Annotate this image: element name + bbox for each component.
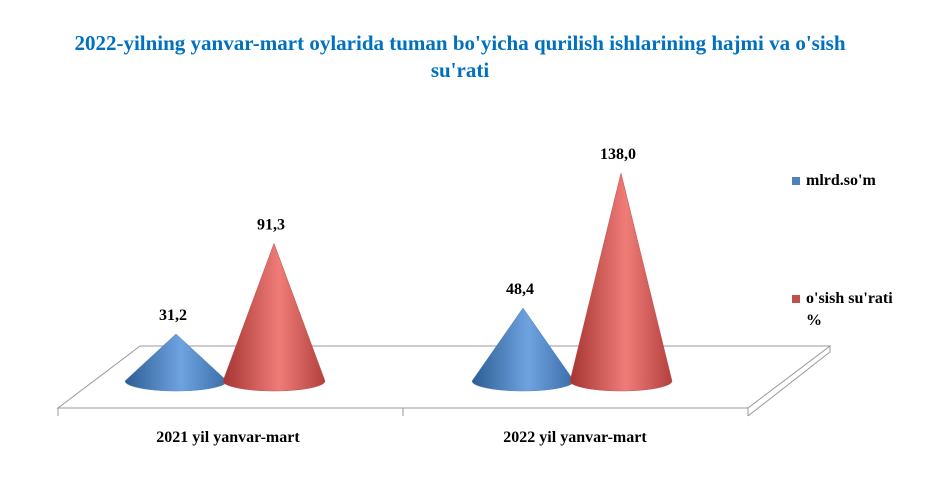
cone bbox=[222, 242, 326, 392]
legend-label: o'sish su'rati % bbox=[806, 290, 893, 329]
legend-label: mlrd.so'm bbox=[806, 172, 876, 189]
legend-swatch bbox=[792, 177, 800, 185]
cone bbox=[569, 172, 673, 392]
chart-title: 2022-yilning yanvar-mart oylarida tuman … bbox=[74, 31, 846, 82]
value-label: 31,2 bbox=[159, 307, 187, 324]
legend-swatch bbox=[792, 295, 800, 303]
value-label: 91,3 bbox=[257, 216, 285, 233]
x-tick-label: 2022 yil yanvar-mart bbox=[503, 429, 647, 446]
axis-edge bbox=[747, 351, 831, 417]
value-label: 48,4 bbox=[506, 281, 534, 298]
x-tick-label: 2021 yil yanvar-mart bbox=[156, 429, 300, 446]
value-label: 138,0 bbox=[600, 146, 636, 163]
